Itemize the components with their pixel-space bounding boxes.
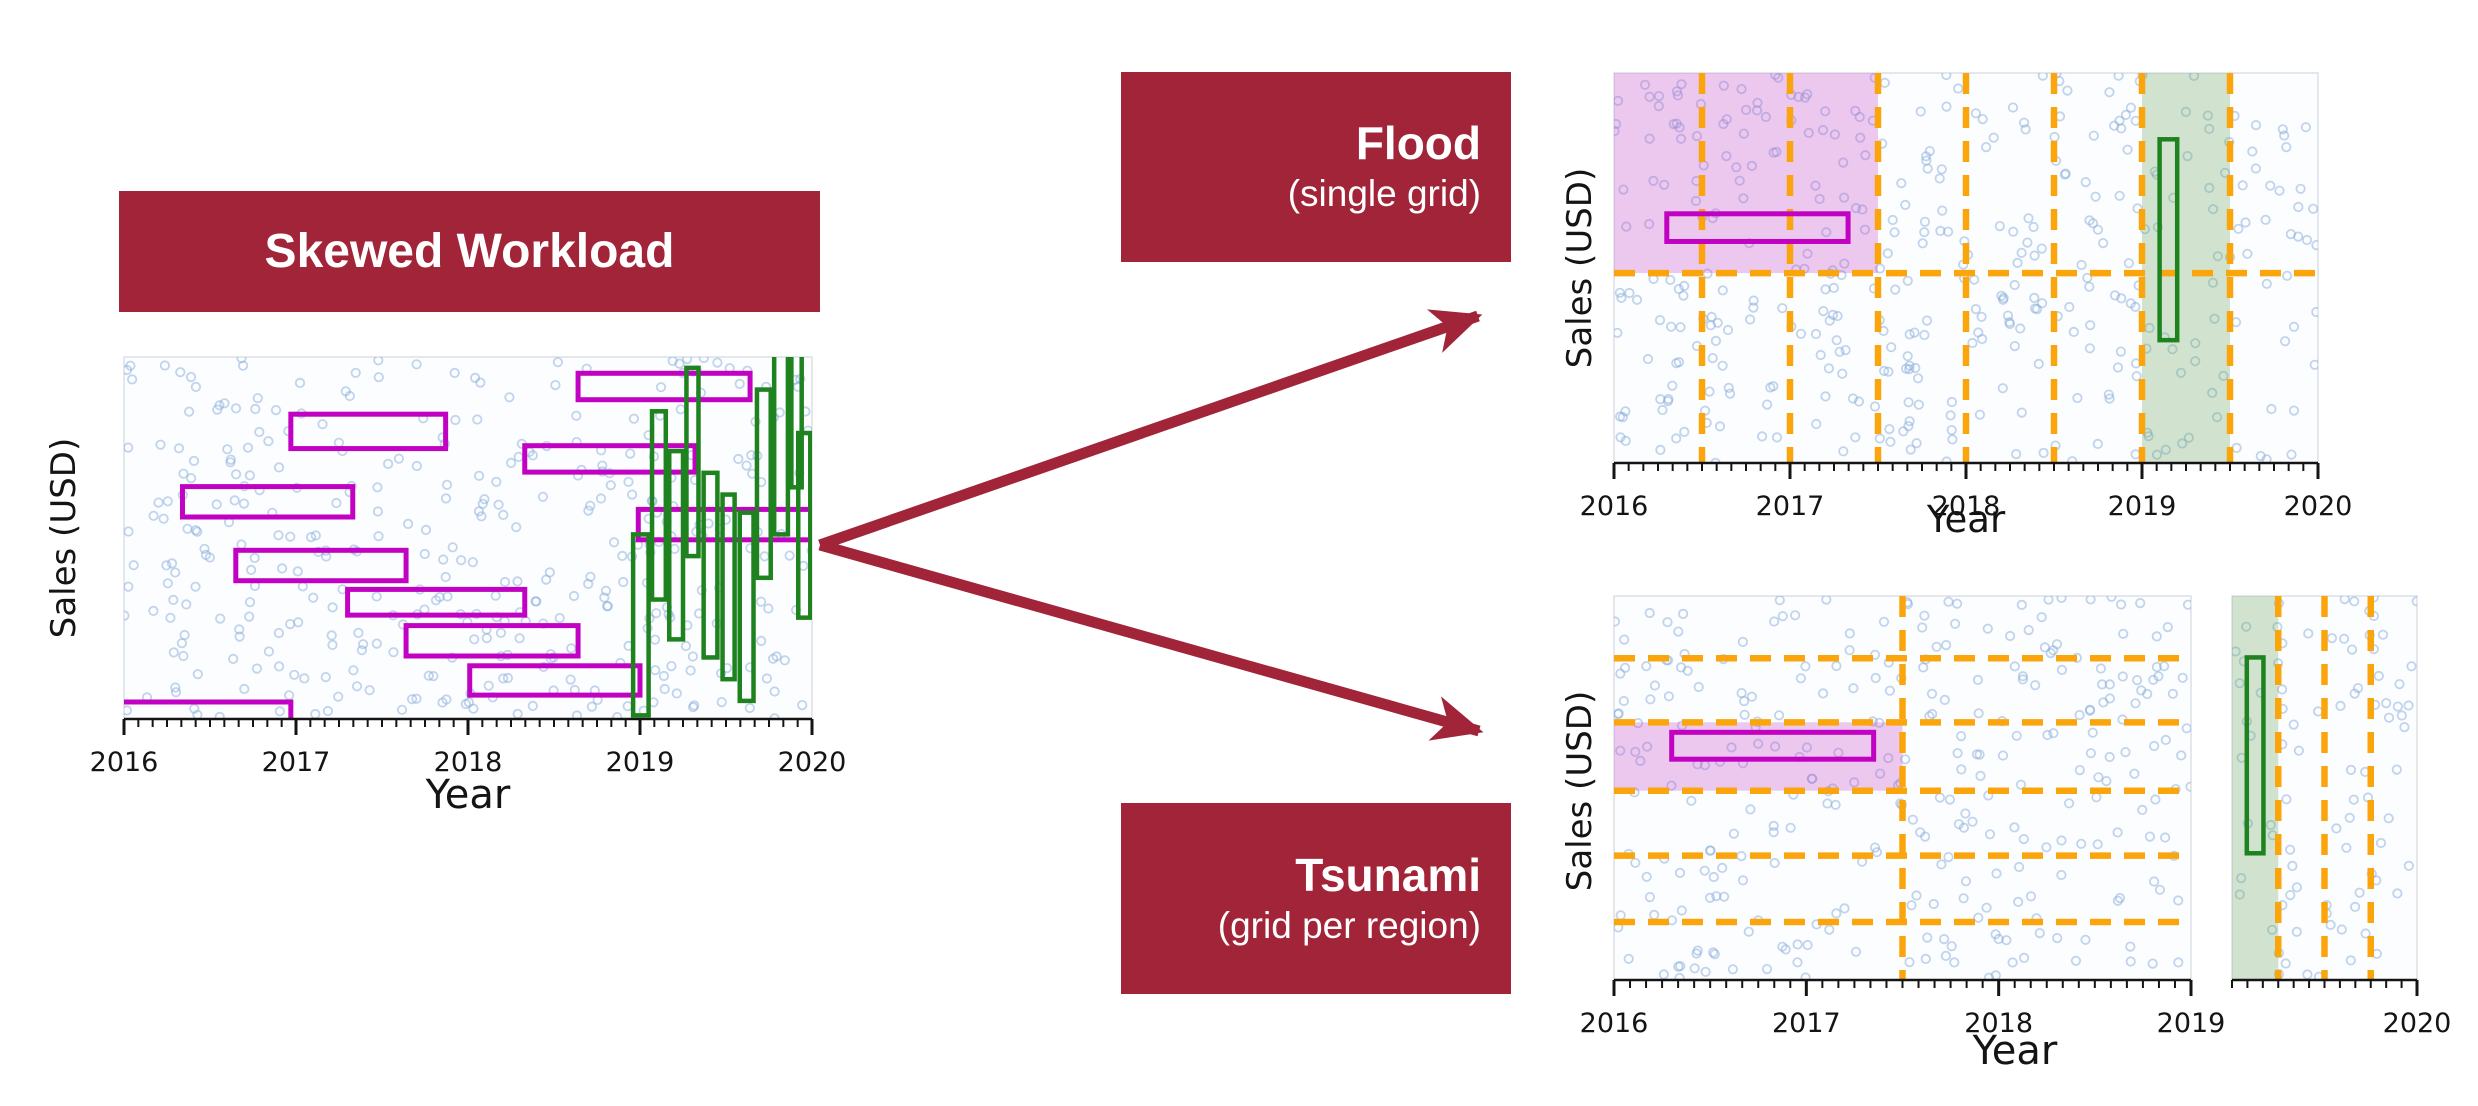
flood-xlabel: Year [1926, 498, 2006, 541]
svg-text:2019: 2019 [2108, 491, 2177, 522]
flood-banner: Flood (single grid) [1121, 72, 1511, 262]
svg-text:2018: 2018 [1932, 491, 2001, 522]
svg-text:2017: 2017 [1772, 1008, 1841, 1039]
tsunami-ylabel: Sales (USD) [1560, 690, 1600, 892]
svg-text:2016: 2016 [1580, 1008, 1649, 1039]
tsunami-xlabel: Year [1972, 1028, 2058, 1074]
skewed-workload-ylabel: Sales (USD) [44, 437, 84, 639]
tsunami-banner-subtitle: (grid per region) [1217, 904, 1481, 946]
skewed-workload-xlabel: Year [425, 772, 511, 818]
svg-text:2019: 2019 [2157, 1008, 2226, 1039]
tsunami-banner-title: Tsunami [1295, 848, 1481, 901]
svg-text:2018: 2018 [1964, 1008, 2033, 1039]
svg-text:2017: 2017 [262, 747, 331, 778]
svg-text:2016: 2016 [90, 747, 159, 778]
tsunami-banner: Tsunami (grid per region) [1121, 803, 1511, 994]
svg-text:2017: 2017 [1756, 491, 1825, 522]
tsunami-chart-region-right: 2020 [2231, 595, 2451, 1039]
skewed-workload-chart: 2016 2017 2018 2019 2020 [90, 356, 846, 778]
svg-text:2019: 2019 [606, 747, 675, 778]
flood-banner-title: Flood [1355, 117, 1481, 170]
svg-text:2020: 2020 [2284, 491, 2353, 522]
flood-ylabel: Sales (USD) [1560, 167, 1600, 369]
svg-text:2020: 2020 [778, 747, 847, 778]
svg-text:2020: 2020 [2383, 1008, 2452, 1039]
svg-text:2016: 2016 [1580, 491, 1649, 522]
svg-text:2018: 2018 [434, 747, 503, 778]
skewed-workload-banner-label: Skewed Workload [264, 225, 675, 278]
flood-banner-subtitle: (single grid) [1287, 173, 1481, 215]
tsunami-chart-region-left: 2016 2017 2018 2019 [1580, 595, 2225, 1039]
skewed-workload-banner: Skewed Workload [119, 191, 820, 312]
flood-chart: 2016 2017 2018 2019 2020 [1580, 72, 2352, 522]
